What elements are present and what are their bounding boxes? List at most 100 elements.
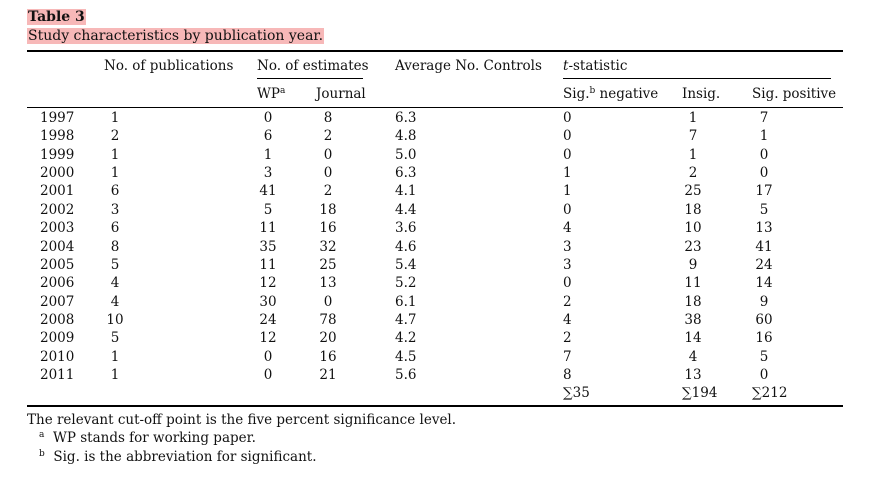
cell-insig: 25	[684, 183, 702, 200]
cell-sig-positive: 5	[759, 201, 769, 218]
cell-sig-negative: 4	[563, 311, 572, 328]
cell-insig: 2	[688, 165, 698, 182]
cell-journal: 20	[319, 330, 337, 347]
header-sig-negative: Sig.b negative	[563, 86, 659, 102]
cell-insig: 38	[684, 311, 702, 328]
cell-insig: 4	[688, 348, 698, 365]
header-rule	[27, 107, 843, 108]
cell-journal: 2	[323, 183, 333, 200]
cell-year: 2002	[40, 201, 75, 218]
cell-avg-controls: 4.6	[395, 238, 417, 255]
cell-no-publications: 6	[110, 220, 120, 237]
cell-avg-controls: 4.7	[395, 311, 417, 328]
header-avg-controls: Average No. Controls	[395, 58, 542, 74]
cell-insig: 23	[684, 238, 702, 255]
cell-sig-positive: 60	[755, 311, 773, 328]
cell-journal: 18	[319, 201, 337, 218]
t-statistic-underline	[563, 78, 831, 79]
cell-sig-negative: 1	[563, 183, 572, 200]
cell-avg-controls: 5.6	[395, 366, 417, 383]
cell-journal: 13	[319, 275, 337, 292]
footnote-a: a WP stands for working paper.	[39, 430, 256, 446]
cell-wp: 3	[263, 165, 273, 182]
cell-avg-controls: 5.4	[395, 256, 417, 273]
cell-wp: 24	[259, 311, 277, 328]
cell-insig: 18	[684, 293, 702, 310]
cell-sig-positive: 9	[759, 293, 769, 310]
table-caption: Study characteristics by publication yea…	[27, 28, 325, 44]
total-sig-negative: ∑35	[563, 385, 590, 401]
cell-wp: 12	[259, 330, 277, 347]
cell-no-publications: 4	[110, 275, 120, 292]
cell-sig-positive: 41	[755, 238, 773, 255]
cell-sig-positive: 7	[759, 110, 769, 126]
cell-sig-negative: 1	[563, 165, 572, 182]
cell-sig-negative: 2	[563, 293, 572, 310]
cell-sig-positive: 14	[755, 275, 773, 292]
cell-no-publications: 5	[110, 256, 120, 273]
cell-journal: 78	[319, 311, 337, 328]
cell-sig-negative: 0	[563, 128, 572, 145]
cell-year: 2005	[40, 256, 75, 273]
cell-sig-negative: 4	[563, 220, 572, 237]
cell-year: 2007	[40, 293, 75, 310]
cell-no-publications: 10	[106, 311, 124, 328]
cell-sig-negative: 8	[563, 366, 572, 383]
cell-avg-controls: 4.1	[395, 183, 417, 200]
cell-journal: 16	[319, 220, 337, 237]
cell-sig-negative: 0	[563, 146, 572, 163]
cell-sig-positive: 13	[755, 220, 773, 237]
cell-journal: 16	[319, 348, 337, 365]
total-sig-positive: ∑212	[752, 385, 788, 401]
cell-year: 1998	[40, 128, 75, 145]
cell-sig-positive: 0	[759, 146, 769, 163]
cell-year: 2004	[40, 238, 75, 255]
cell-insig: 9	[688, 256, 698, 273]
cell-insig: 14	[684, 330, 702, 347]
cell-no-publications: 1	[110, 110, 120, 126]
cell-wp: 41	[259, 183, 277, 200]
cell-insig: 10	[684, 220, 702, 237]
cell-sig-negative: 0	[563, 201, 572, 218]
cell-sig-positive: 24	[755, 256, 773, 273]
cell-journal: 8	[323, 110, 333, 126]
estimates-underline	[257, 78, 363, 79]
cell-no-publications: 8	[110, 238, 120, 255]
header-insig: Insig.	[682, 86, 721, 102]
cell-no-publications: 6	[110, 183, 120, 200]
cell-journal: 21	[319, 366, 337, 383]
cell-avg-controls: 4.2	[395, 330, 417, 347]
cell-wp: 35	[259, 238, 277, 255]
cell-avg-controls: 5.0	[395, 146, 417, 163]
footnote-general: The relevant cut-off point is the five p…	[27, 412, 457, 428]
cell-journal: 25	[319, 256, 337, 273]
table-label: Table 3	[27, 9, 86, 25]
cell-wp: 12	[259, 275, 277, 292]
cell-journal: 0	[323, 165, 333, 182]
cell-wp: 1	[263, 146, 273, 163]
cell-insig: 1	[688, 146, 698, 163]
cell-year: 2008	[40, 311, 75, 328]
header-no-estimates: No. of estimates	[257, 58, 369, 74]
cell-no-publications: 1	[110, 165, 120, 182]
footnote-b: b Sig. is the abbreviation for significa…	[39, 449, 317, 465]
cell-avg-controls: 4.5	[395, 348, 417, 365]
cell-insig: 1	[688, 110, 698, 126]
header-journal: Journal	[316, 86, 366, 102]
cell-sig-positive: 0	[759, 366, 769, 383]
cell-sig-negative: 0	[563, 110, 572, 126]
cell-journal: 2	[323, 128, 333, 145]
cell-no-publications: 1	[110, 366, 120, 383]
cell-no-publications: 1	[110, 348, 120, 365]
cell-sig-positive: 17	[755, 183, 773, 200]
cell-year: 2010	[40, 348, 75, 365]
cell-avg-controls: 6.1	[395, 293, 417, 310]
cell-journal: 0	[323, 146, 333, 163]
cell-no-publications: 4	[110, 293, 120, 310]
cell-avg-controls: 4.8	[395, 128, 417, 145]
cell-insig: 7	[688, 128, 698, 145]
cell-avg-controls: 5.2	[395, 275, 417, 292]
cell-sig-positive: 0	[759, 165, 769, 182]
total-insig: ∑194	[682, 385, 718, 401]
cell-no-publications: 3	[110, 201, 120, 218]
